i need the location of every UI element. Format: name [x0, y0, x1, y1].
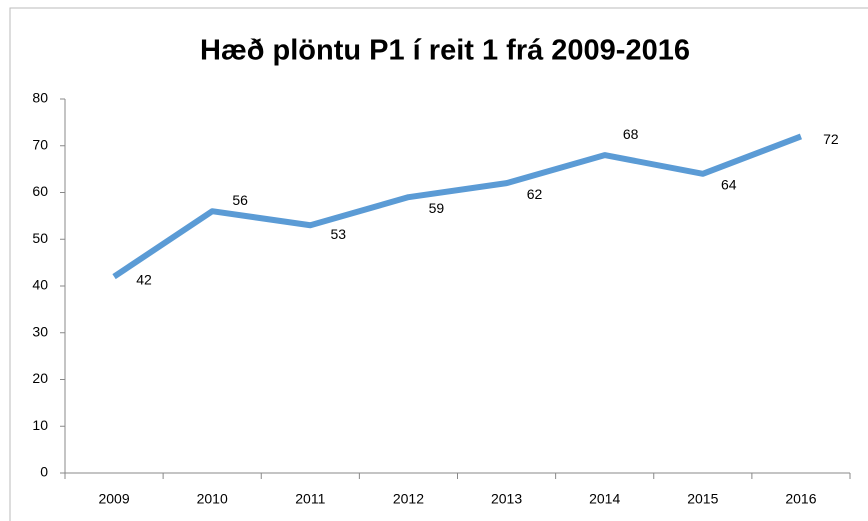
- x-tick-label: 2015: [687, 491, 718, 507]
- x-tick-label: 2012: [393, 491, 424, 507]
- data-label: 59: [429, 200, 445, 216]
- data-label: 42: [136, 271, 152, 287]
- data-label: 68: [623, 126, 639, 142]
- data-label: 56: [232, 192, 248, 208]
- y-tick-label: 20: [32, 370, 48, 386]
- x-tick-label: 2013: [491, 491, 522, 507]
- x-tick-label: 2009: [98, 491, 129, 507]
- data-label: 53: [331, 226, 347, 242]
- data-label: 64: [721, 177, 737, 193]
- y-tick-label: 70: [32, 136, 48, 152]
- x-tick-label: 2016: [785, 491, 816, 507]
- chart-frame: [9, 7, 868, 521]
- y-tick-label: 40: [32, 277, 48, 293]
- x-tick-label: 2011: [295, 491, 325, 507]
- y-tick-label: 10: [32, 417, 48, 433]
- y-tick-label: 80: [32, 90, 48, 106]
- y-tick-label: 60: [32, 183, 48, 199]
- x-tick-label: 2010: [197, 491, 228, 507]
- y-tick-label: 50: [32, 230, 48, 246]
- x-tick-label: 2014: [589, 491, 620, 507]
- data-label: 72: [823, 131, 839, 147]
- y-tick-label: 0: [40, 464, 48, 480]
- data-line: [112, 133, 803, 280]
- chart-title: Hæð plöntu P1 í reit 1 frá 2009-2016: [200, 35, 690, 67]
- y-tick-label: 30: [32, 323, 48, 339]
- data-label: 62: [527, 186, 543, 202]
